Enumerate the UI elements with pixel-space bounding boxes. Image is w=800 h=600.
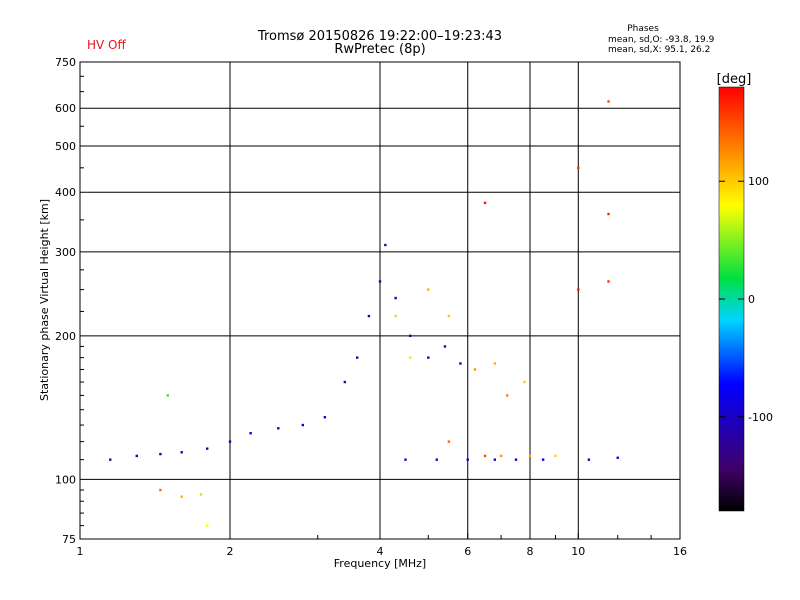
data-point bbox=[587, 458, 591, 461]
data-point bbox=[514, 458, 518, 461]
data-point bbox=[180, 451, 183, 454]
y-tick-label: 750 bbox=[55, 56, 76, 69]
data-point bbox=[166, 394, 169, 397]
data-point bbox=[528, 454, 532, 458]
data-point bbox=[404, 458, 407, 461]
data-point bbox=[473, 368, 477, 371]
phase-stats-x: mean, sd,X: 95.1, 26.2 bbox=[608, 45, 710, 55]
data-point bbox=[577, 288, 580, 291]
data-point bbox=[607, 100, 610, 103]
data-point bbox=[483, 454, 487, 458]
data-point bbox=[378, 280, 382, 283]
data-point bbox=[505, 394, 509, 397]
x-axis-label: Frequency [MHz] bbox=[334, 557, 426, 570]
data-points bbox=[109, 100, 619, 527]
data-point bbox=[541, 458, 545, 461]
data-point bbox=[159, 488, 162, 492]
data-point bbox=[499, 454, 503, 458]
data-point bbox=[159, 452, 162, 456]
phase-stats-title: Phases bbox=[627, 24, 659, 34]
data-point bbox=[180, 495, 183, 498]
y-tick-label: 75 bbox=[62, 533, 76, 546]
data-point bbox=[277, 427, 280, 430]
y-tick-label: 600 bbox=[55, 102, 76, 115]
y-tick-label: 400 bbox=[55, 186, 76, 199]
y-axis-label: Stationary phase Virtual Height [km] bbox=[38, 199, 51, 401]
x-tick-label: 2 bbox=[227, 545, 234, 558]
x-tick-label: 16 bbox=[673, 545, 687, 558]
chart-title-line1: Tromsø 20150826 19:22:00–19:23:43 bbox=[257, 29, 502, 44]
data-point bbox=[409, 334, 412, 338]
data-point bbox=[249, 431, 252, 435]
x-tick-label: 4 bbox=[377, 545, 384, 558]
y-tick-label: 100 bbox=[55, 473, 76, 486]
data-point bbox=[355, 356, 359, 359]
data-point bbox=[493, 458, 497, 461]
data-point bbox=[199, 493, 203, 496]
x-tick-label: 8 bbox=[527, 545, 534, 558]
x-tick-label: 10 bbox=[571, 545, 585, 558]
phase-stats-o: mean, sd,O: -93.8, 19.9 bbox=[608, 35, 715, 45]
data-point bbox=[301, 423, 305, 427]
x-tick-label: 1 bbox=[77, 545, 84, 558]
data-point bbox=[493, 362, 497, 365]
data-point bbox=[554, 454, 557, 458]
data-point bbox=[109, 458, 112, 461]
chart-title-line2: RwPretec (8p) bbox=[334, 42, 425, 57]
data-point bbox=[367, 314, 371, 318]
hv-status-label: HV Off bbox=[87, 38, 126, 52]
data-point bbox=[409, 356, 412, 359]
colorbar-tick-label: 100 bbox=[748, 175, 769, 188]
data-point bbox=[323, 416, 327, 419]
colorbar-ticks: 100 0 -100 bbox=[719, 175, 773, 424]
data-point bbox=[616, 456, 619, 459]
axis-ticks: 1 2 4 6 8 10 16 75 100 200 300 400 500 600 750 bbox=[55, 56, 687, 558]
data-point bbox=[343, 380, 347, 384]
data-point bbox=[384, 243, 387, 247]
data-point bbox=[228, 440, 232, 443]
y-tick-label: 200 bbox=[55, 330, 76, 343]
data-point bbox=[523, 380, 526, 384]
data-point bbox=[394, 314, 397, 318]
data-point bbox=[459, 362, 462, 365]
colorbar-label: [deg] bbox=[717, 72, 752, 87]
data-point bbox=[427, 356, 430, 359]
data-point bbox=[435, 458, 438, 461]
y-tick-label: 500 bbox=[55, 140, 76, 153]
data-point bbox=[427, 288, 430, 291]
x-tick-label: 6 bbox=[464, 545, 471, 558]
data-point bbox=[447, 440, 451, 443]
colorbar-tick-label: -100 bbox=[748, 411, 773, 424]
data-point bbox=[447, 314, 451, 318]
plot-grid bbox=[80, 62, 680, 539]
data-point bbox=[394, 296, 397, 300]
data-point bbox=[607, 280, 610, 283]
colorbar-tick-label: 0 bbox=[748, 293, 755, 306]
data-point bbox=[607, 212, 610, 216]
data-point bbox=[483, 201, 487, 205]
data-point bbox=[205, 524, 209, 527]
y-tick-label: 300 bbox=[55, 246, 76, 259]
data-point bbox=[443, 345, 447, 348]
data-point bbox=[135, 454, 138, 458]
data-point bbox=[466, 458, 469, 461]
data-point bbox=[577, 166, 580, 170]
data-point bbox=[205, 447, 209, 450]
